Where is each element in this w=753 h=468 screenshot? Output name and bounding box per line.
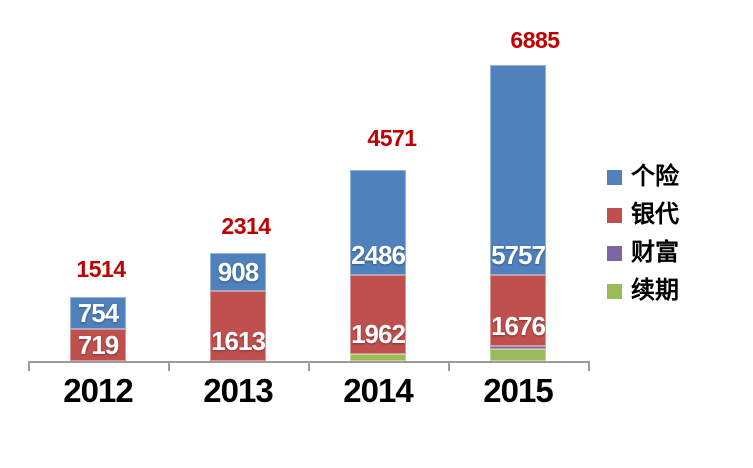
legend-swatch-icon <box>607 245 622 261</box>
legend-item-caifu[interactable]: 财富 <box>607 239 679 267</box>
legend-item-yindai[interactable]: 银代 <box>607 201 679 229</box>
x-axis-tick <box>308 361 310 371</box>
segment-value-label: 1676 <box>491 311 546 341</box>
segment-gexian-2012[interactable]: 754 <box>70 297 126 329</box>
bar-2014[interactable]: 2486 1962 <box>350 170 406 361</box>
x-axis-tick <box>28 361 30 371</box>
segment-value-label: 1613 <box>211 326 266 356</box>
segment-value-label: 719 <box>77 330 119 360</box>
x-axis-label-2012: 2012 <box>63 372 133 409</box>
segment-value-label: 908 <box>217 257 259 287</box>
legend-swatch-icon <box>607 207 622 223</box>
legend-item-xuqi[interactable]: 续期 <box>607 277 679 305</box>
legend-label: 个险 <box>631 163 679 190</box>
total-label-2013: 2314 <box>221 213 271 239</box>
segment-yindai-2014[interactable]: 1962 <box>350 275 406 354</box>
legend-swatch-icon <box>607 169 622 185</box>
legend-label: 财富 <box>631 239 679 266</box>
total-label-2012: 1514 <box>76 256 126 282</box>
segment-caifu-2015[interactable] <box>490 346 546 349</box>
segment-gexian-2013[interactable]: 908 <box>210 253 266 291</box>
segment-value-label: 754 <box>77 298 119 328</box>
segment-yindai-2013[interactable]: 1613 <box>210 291 266 361</box>
x-axis-tick <box>588 361 590 371</box>
legend-label: 续期 <box>631 277 679 304</box>
x-axis-tick <box>168 361 170 371</box>
segment-gexian-2015[interactable]: 5757 <box>490 65 546 275</box>
x-axis-label-2015: 2015 <box>483 372 553 409</box>
legend-swatch-icon <box>607 283 622 299</box>
segment-value-label: 1962 <box>351 319 406 349</box>
total-label-2015: 6885 <box>510 27 560 53</box>
x-axis-label-2014: 2014 <box>343 372 413 409</box>
x-axis-label-2013: 2013 <box>203 372 273 409</box>
total-label-2014: 4571 <box>367 125 417 151</box>
bar-2013[interactable]: 908 1613 <box>210 253 266 361</box>
segment-xuqi-2015[interactable] <box>490 349 546 361</box>
segment-yindai-2015[interactable]: 1676 <box>490 275 546 346</box>
legend-item-gexian[interactable]: 个险 <box>607 163 679 191</box>
x-axis-tick <box>448 361 450 371</box>
segment-value-label: 5757 <box>491 240 546 270</box>
legend-label: 银代 <box>631 201 679 228</box>
legend: 个险 银代 财富 续期 <box>607 163 679 315</box>
bar-2015[interactable]: 5757 1676 <box>490 65 546 361</box>
bar-2012[interactable]: 754 719 <box>70 297 126 361</box>
segment-xuqi-2014[interactable] <box>350 354 406 361</box>
segment-value-label: 2486 <box>351 240 406 270</box>
segment-yindai-2012[interactable]: 719 <box>70 329 126 361</box>
segment-gexian-2014[interactable]: 2486 <box>350 170 406 275</box>
